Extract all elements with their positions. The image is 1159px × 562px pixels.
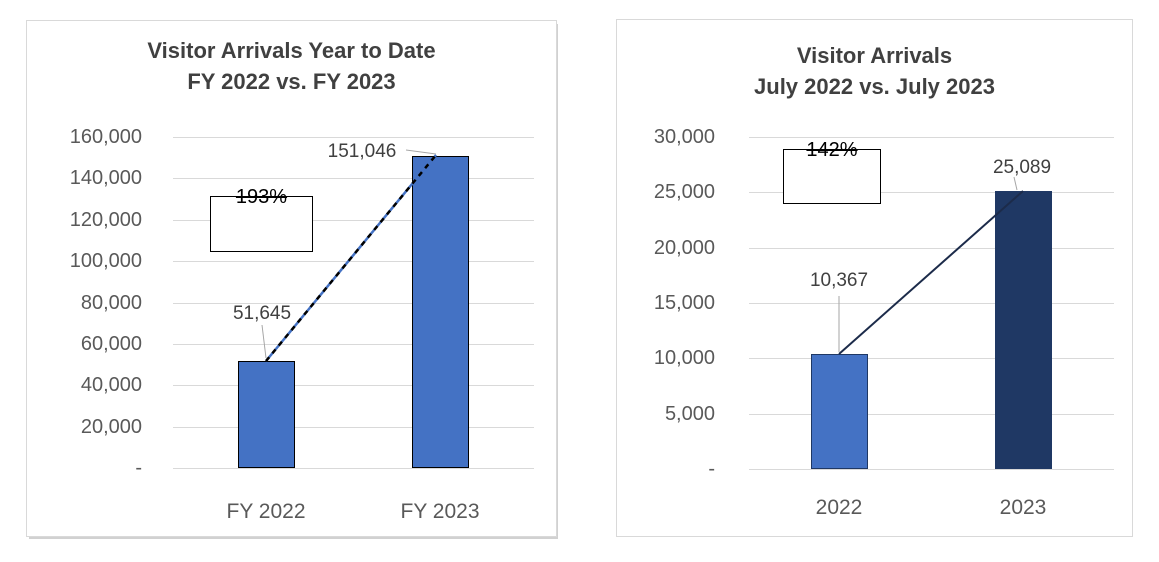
gridline: [173, 426, 534, 428]
growth-callout-label-july: 142%: [806, 139, 858, 161]
data-label-leader-line: [261, 324, 267, 359]
y-axis-tick-label: 10,000: [653, 347, 715, 370]
gridline: [749, 469, 1114, 470]
data-label-fy2023: 151,046: [327, 141, 397, 162]
gridline: [173, 137, 534, 138]
category-label-2023: 2023: [999, 496, 1047, 519]
y-axis-tick-label: 25,000: [653, 181, 715, 204]
chart-title-line1: Visitor Arrivals Year to Date: [147, 38, 436, 63]
category-label-fy-2022: FY 2022: [226, 500, 306, 523]
y-axis-tick-label: 20,000: [80, 415, 142, 438]
data-label-leader-line: [405, 149, 437, 155]
growth-callout-label-ytd: 193%: [235, 186, 288, 208]
category-label-2022: 2022: [815, 496, 863, 519]
y-axis-tick-label: 160,000: [69, 126, 142, 148]
gridline: [173, 302, 534, 304]
gridline: [173, 468, 534, 469]
y-axis-tick-label: 100,000: [69, 250, 142, 273]
y-axis-tick-label: -: [708, 458, 715, 480]
trend-line-base: [265, 154, 437, 362]
chart-panel-july: Visitor Arrivals July 2022 vs. July 2023…: [616, 19, 1133, 537]
y-axis-tick-label: 20,000: [653, 236, 715, 259]
gridline: [749, 303, 1114, 304]
y-axis-tick-label: 15,000: [653, 292, 715, 314]
chart-title-ytd: Visitor Arrivals Year to Date FY 2022 vs…: [27, 35, 556, 97]
data-label-2023: 25,089: [992, 157, 1052, 178]
bar-fy-2023: [411, 155, 469, 468]
gridline: [749, 358, 1114, 360]
data-label-fy2022: 51,645: [232, 303, 292, 324]
chart-title-july: Visitor Arrivals July 2022 vs. July 2023: [617, 40, 1132, 102]
bar-2023: [994, 191, 1052, 469]
gridline: [749, 137, 1114, 138]
chart-title-line1: Visitor Arrivals: [796, 43, 953, 68]
y-axis-tick-label: 120,000: [69, 208, 142, 231]
y-axis-tick-label: 30,000: [653, 126, 715, 148]
growth-callout-box-ytd: 193%: [210, 186, 313, 252]
chart-title-line2: FY 2022 vs. FY 2023: [187, 69, 396, 94]
gridline: [173, 178, 534, 180]
chart-panel-ytd: Visitor Arrivals Year to Date FY 2022 vs…: [26, 20, 557, 537]
gridline: [749, 247, 1114, 249]
bar-2022: [810, 354, 868, 469]
bar-fy-2022: [237, 361, 295, 468]
gridline: [749, 413, 1114, 415]
gridline: [173, 343, 534, 345]
gridline: [173, 261, 534, 263]
y-axis-tick-label: 80,000: [80, 291, 142, 314]
y-axis-tick-label: 140,000: [69, 167, 142, 190]
data-label-2022: 10,367: [809, 270, 869, 291]
data-label-leader-line: [1013, 176, 1018, 191]
y-axis-tick-label: 60,000: [80, 332, 142, 355]
category-label-fy-2023: FY 2023: [400, 500, 480, 523]
trend-line-dashes: [265, 154, 437, 362]
chart-title-line2: July 2022 vs. July 2023: [754, 74, 995, 99]
y-axis-tick-label: 40,000: [80, 374, 142, 397]
y-axis-tick-label: -: [135, 457, 142, 479]
gridline: [173, 385, 534, 387]
y-axis-tick-label: 5,000: [664, 402, 715, 425]
growth-callout-box-july: 142%: [783, 139, 881, 204]
